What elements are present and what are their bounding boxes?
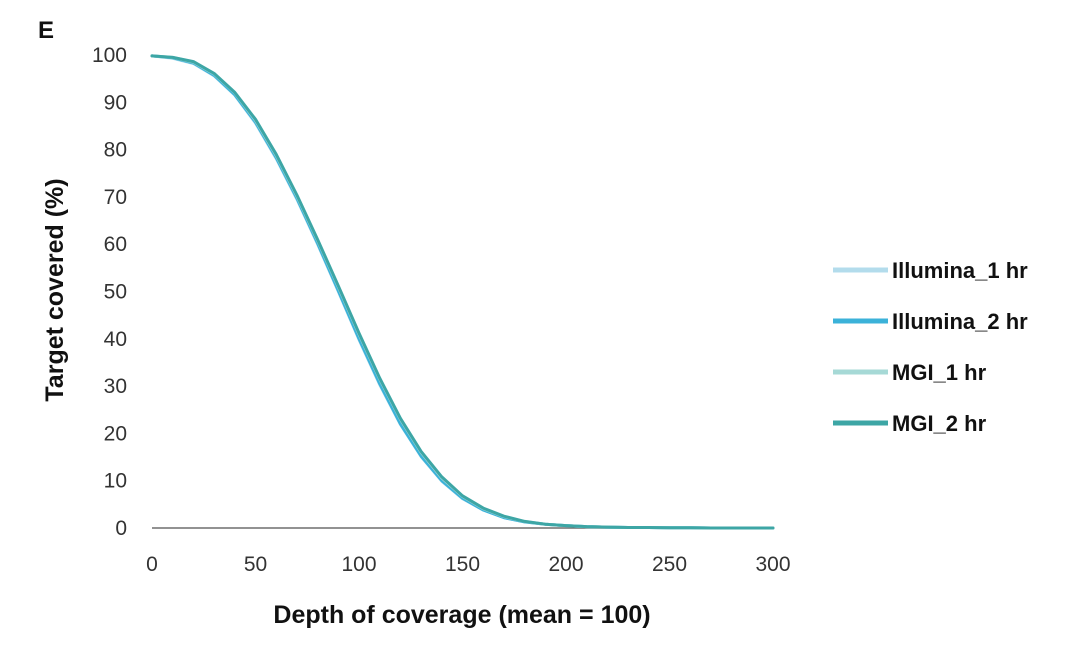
y-tick-label: 60 [104,233,127,256]
legend-label-mgi-1-hr: MGI_1 hr [892,360,987,385]
y-tick-label: 0 [115,517,127,540]
y-axis-title: Target covered (%) [41,178,69,401]
x-tick-label: 200 [548,553,583,576]
series-line-mgi-2-hr [150,54,775,530]
legend-label-mgi-2-hr: MGI_2 hr [892,411,987,436]
y-axis-ticks: 0 10 20 30 40 50 60 70 80 90 100 [92,44,127,540]
y-tick-label: 80 [104,139,127,162]
y-tick-label: 10 [104,470,127,493]
y-tick-label: 30 [104,375,127,398]
y-tick-label: 50 [104,281,127,304]
legend-label-illumina-1-hr: Illumina_1 hr [892,258,1028,283]
legend-label-illumina-2-hr: Illumina_2 hr [892,309,1028,334]
series-lines [150,54,775,530]
x-tick-label: 50 [244,553,267,576]
y-tick-label: 40 [104,328,127,351]
legend: Illumina_1 hr Illumina_2 hr MGI_1 hr MGI_2 … [833,258,1028,436]
y-tick-label: 20 [104,422,127,445]
x-tick-label: 300 [755,553,790,576]
series-line-mgi-1-hr [150,54,775,530]
panel-label: E [38,17,54,44]
x-tick-label: 100 [341,553,376,576]
y-tick-label: 100 [92,44,127,67]
y-tick-label: 70 [104,186,127,209]
series-line-illumina-2-hr [150,54,775,530]
x-tick-label: 0 [146,553,158,576]
x-axis-title: Depth of coverage (mean = 100) [273,601,650,629]
series-line-illumina-1-hr [150,54,775,530]
x-axis-ticks: 0 50 100 150 200 250 300 [146,553,790,576]
x-tick-label: 150 [445,553,480,576]
x-tick-label: 250 [652,553,687,576]
y-tick-label: 90 [104,91,127,114]
